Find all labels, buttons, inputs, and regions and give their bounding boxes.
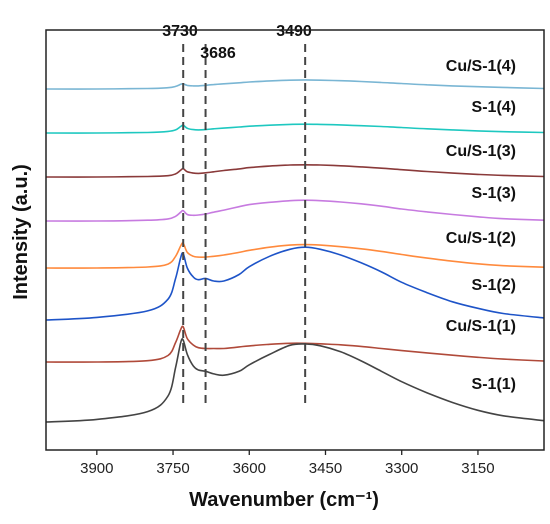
x-axis-title: Wavenumber (cm⁻¹) [189, 489, 379, 511]
y-axis-title: Intensity (a.u.) [10, 164, 32, 300]
reference-label: 3490 [276, 23, 312, 40]
x-tick-label: 3150 [461, 460, 494, 477]
plot-frame [45, 29, 545, 451]
series-line [45, 123, 545, 134]
reference-label: 3730 [162, 23, 198, 40]
series-line [45, 338, 545, 423]
series-label: S-1(1) [472, 376, 516, 393]
series-label: Cu/S-1(3) [446, 143, 516, 160]
series-line [45, 199, 545, 222]
plot-area: Cu/S-1(4) S-1(4) Cu/S-1(3) S-1(3) Cu/S-1(2) S… [45, 23, 545, 423]
reference-label: 3686 [200, 45, 236, 62]
series-line [45, 242, 545, 269]
series-label: S-1(4) [472, 99, 516, 116]
series-line [45, 164, 545, 178]
series-label: S-1(3) [472, 185, 516, 202]
series-line [45, 325, 545, 363]
series-label: Cu/S-1(2) [446, 230, 516, 247]
series-label: S-1(2) [472, 277, 516, 294]
x-tick-label: 3900 [80, 460, 113, 477]
series-line [45, 79, 545, 90]
series-label: Cu/S-1(4) [446, 58, 516, 75]
x-tick-label: 3750 [156, 460, 189, 477]
series-label: Cu/S-1(1) [446, 318, 516, 335]
series-line [45, 246, 545, 321]
x-tick-label: 3300 [385, 460, 418, 477]
axes: 3900 3750 3600 3450 3300 3150 [45, 29, 545, 477]
x-tick-label: 3450 [309, 460, 342, 477]
x-tick-label: 3600 [233, 460, 266, 477]
